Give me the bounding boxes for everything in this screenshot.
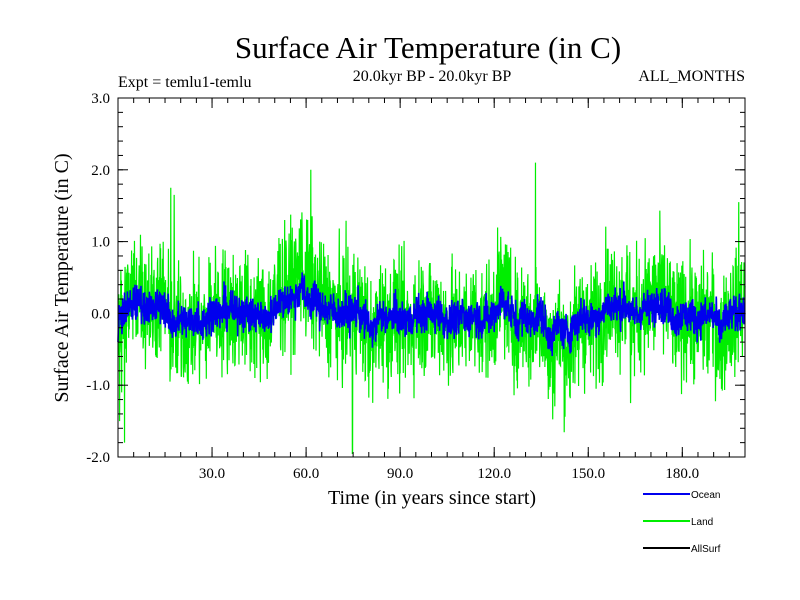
y-tick-label: 3.0	[91, 91, 110, 107]
plot-area	[118, 98, 745, 457]
tick-label-layer: 3.0 2.0 1.0 0.0 -1.0 -2.0 30.0 60.0 90.0 120.0 150…	[86, 91, 699, 482]
y-tick-label: 0.0	[91, 306, 110, 322]
x-tick-label: 120.0	[477, 466, 511, 482]
y-axis-label: Surface Air Temperature (in C)	[51, 153, 73, 402]
x-tick-label: 180.0	[665, 466, 699, 482]
legend-label-land: Land	[691, 517, 713, 528]
y-tick-label: 2.0	[91, 163, 110, 179]
x-tick-label: 90.0	[387, 466, 413, 482]
x-axis-label: Time (in years since start)	[328, 487, 536, 509]
series-layer	[117, 162, 746, 455]
legend: Ocean Land AllSurf	[643, 490, 721, 555]
x-tick-label: 60.0	[293, 466, 319, 482]
x-tick-label: 150.0	[571, 466, 605, 482]
y-tick-label: -1.0	[86, 378, 110, 394]
chart-subtitle-left: Expt = temlu1-temlu	[118, 74, 251, 91]
x-tick-label: 30.0	[199, 466, 225, 482]
chart-subtitle-right: ALL_MONTHS	[638, 68, 745, 85]
legend-label-allsurf: AllSurf	[691, 544, 721, 555]
legend-label-ocean: Ocean	[691, 490, 720, 501]
y-tick-label: 1.0	[91, 235, 110, 251]
y-tick-label: -2.0	[86, 450, 110, 466]
chart-title: Surface Air Temperature (in C)	[235, 30, 621, 65]
chart-subtitle-center: 20.0kyr BP - 20.0kyr BP	[353, 68, 512, 85]
plot-frame	[117, 97, 746, 458]
series-line-ocean	[117, 272, 746, 356]
